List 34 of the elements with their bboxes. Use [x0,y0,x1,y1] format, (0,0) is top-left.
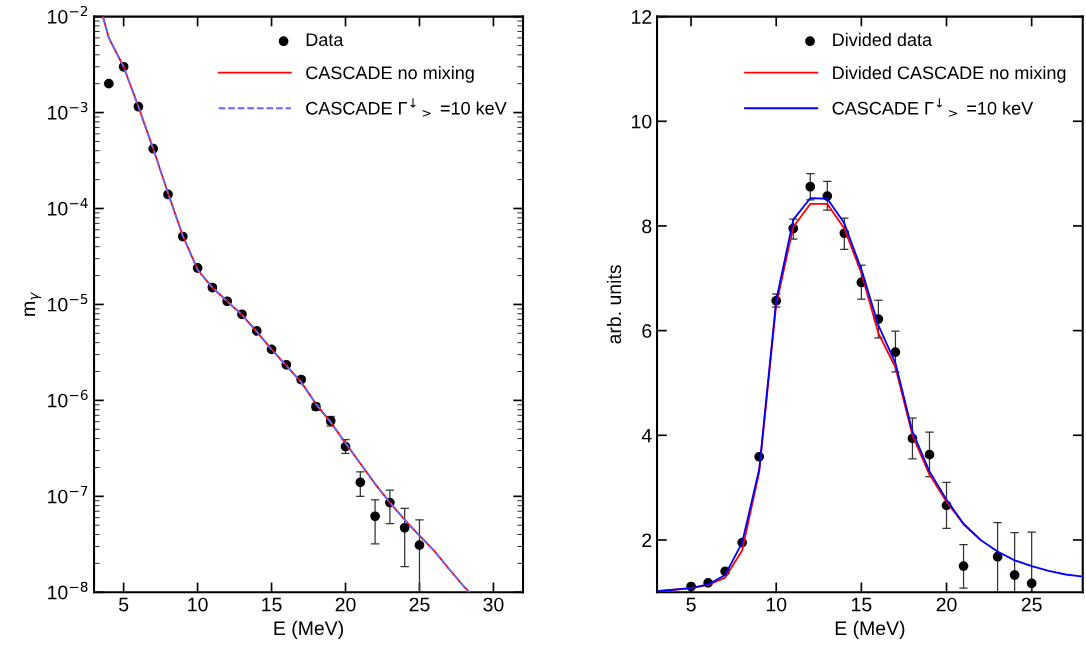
y-tick-label: 4 [641,428,652,443]
x-tick-label: 15 [852,597,872,612]
y-tick-label: 10$^{−5}$ [48,293,88,312]
x-tick-label: 20 [936,597,957,612]
x-axis-title: E (MeV) [835,620,905,639]
x-tick-label: 5 [119,597,129,612]
x-axis-title: E (MeV) [274,620,343,639]
x-tick-label: 25 [1021,597,1042,612]
legend-label: Divided CASCADE no mixing [833,65,1066,83]
legend-label: Divided data [833,32,933,47]
x-tick-label: 5 [686,597,696,612]
x-tick-label: 10 [766,597,787,612]
legend-label: CASCADE Γ$^{↓}$$_{>}$ =10 keV [832,98,1034,117]
y-tick-label: 10 [632,114,652,129]
y-tick-label: 10$^{−3}$ [48,101,88,120]
legend-label: CASCADE no mixing [306,65,474,83]
y-tick-label: 10$^{−7}$ [48,485,88,504]
x-tick-label: 20 [335,597,356,612]
y-tick-label: 10$^{−4}$ [48,198,88,216]
y-tick-label: 10$^{−6}$ [48,389,88,408]
x-tick-label: 25 [409,597,430,612]
y-tick-label: 2 [642,533,652,547]
y-tick-label: 6 [642,324,652,338]
y-tick-label: 10$^{−2}$ [48,5,88,24]
y-axis-title: arb. units [606,265,622,344]
y-tick-label: 10$^{−8}$ [48,581,88,600]
x-tick-label: 10 [188,597,208,612]
legend-label: CASCADE Γ$^{↓}$$_{>}$ =10 keV [306,98,507,117]
x-tick-label: 30 [483,597,504,612]
y-axis-title: m$_{γ}$ [24,291,41,316]
x-tick-label: 15 [262,597,282,612]
y-tick-label: 12 [632,10,652,24]
legend-label: Data [306,33,344,47]
y-tick-label: 8 [642,219,652,234]
